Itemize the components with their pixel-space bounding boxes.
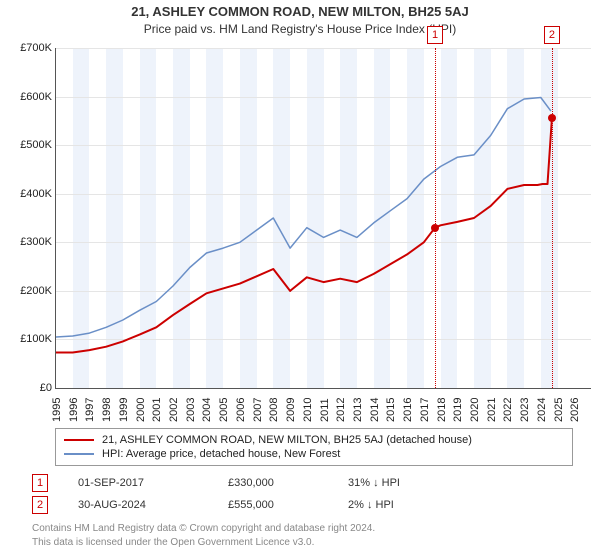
x-tick-label: 2007 [252,398,264,422]
series-price_paid [56,118,552,352]
event-price: £330,000 [228,477,348,489]
x-tick-label: 2003 [185,398,197,422]
chart-title: 21, ASHLEY COMMON ROAD, NEW MILTON, BH25… [0,4,600,19]
event-row: 1 01-SEP-2017£330,00031% ↓ HPI [32,474,582,492]
x-tick-label: 2022 [502,398,514,422]
x-tick-label: 1996 [68,398,80,422]
y-tick-label: £500K [20,139,52,151]
x-tick-label: 2023 [519,398,531,422]
footer-note: Contains HM Land Registry data © Crown c… [32,522,375,549]
event-date: 01-SEP-2017 [78,477,228,489]
y-tick-label: £400K [20,188,52,200]
y-tick-label: £300K [20,236,52,248]
legend-swatch [64,453,94,455]
x-tick-label: 2015 [385,398,397,422]
plot-area: 12 [55,48,591,389]
marker-label: 2 [544,26,560,44]
event-marker-icon: 2 [32,496,48,514]
x-tick-label: 1999 [118,398,130,422]
marker-line [435,48,436,388]
x-tick-label: 1998 [101,398,113,422]
sale-marker-dot [548,114,556,122]
x-tick-label: 2012 [335,398,347,422]
legend-label: HPI: Average price, detached house, New … [102,448,340,460]
events-table: 1 01-SEP-2017£330,00031% ↓ HPI 2 30-AUG-202… [32,470,582,518]
x-tick-label: 2010 [302,398,314,422]
x-tick-label: 2009 [285,398,297,422]
y-tick-label: £600K [20,91,52,103]
x-tick-label: 2000 [135,398,147,422]
x-tick-label: 2018 [436,398,448,422]
y-tick-label: £100K [20,333,52,345]
x-tick-label: 1997 [84,398,96,422]
sale-marker-dot [431,224,439,232]
y-tick-label: £0 [40,382,52,394]
x-tick-label: 2004 [201,398,213,422]
legend-label: 21, ASHLEY COMMON ROAD, NEW MILTON, BH25… [102,434,472,446]
x-tick-label: 2008 [268,398,280,422]
y-tick-label: £700K [20,42,52,54]
x-tick-label: 2026 [569,398,581,422]
x-tick-label: 2025 [553,398,565,422]
x-tick-label: 2021 [486,398,498,422]
marker-line [552,48,553,388]
series-svg [56,48,591,388]
event-change: 31% ↓ HPI [348,477,400,489]
x-tick-label: 2001 [151,398,163,422]
x-tick-label: 2017 [419,398,431,422]
y-tick-label: £200K [20,285,52,297]
x-tick-label: 2019 [452,398,464,422]
x-tick-label: 2006 [235,398,247,422]
event-price: £555,000 [228,499,348,511]
legend-swatch [64,439,94,441]
marker-label: 1 [427,26,443,44]
event-marker-icon: 1 [32,474,48,492]
x-tick-label: 2011 [319,398,331,422]
footer-line-1: Contains HM Land Registry data © Crown c… [32,522,375,536]
legend-box: 21, ASHLEY COMMON ROAD, NEW MILTON, BH25… [55,428,573,466]
x-tick-label: 2020 [469,398,481,422]
x-tick-label: 2002 [168,398,180,422]
x-tick-label: 2024 [536,398,548,422]
x-tick-label: 1995 [51,398,63,422]
event-row: 2 30-AUG-2024£555,0002% ↓ HPI [32,496,582,514]
chart-container: 21, ASHLEY COMMON ROAD, NEW MILTON, BH25… [0,0,600,560]
chart-subtitle: Price paid vs. HM Land Registry's House … [0,22,600,36]
legend-item: HPI: Average price, detached house, New … [64,447,564,461]
event-change: 2% ↓ HPI [348,499,394,511]
legend-item: 21, ASHLEY COMMON ROAD, NEW MILTON, BH25… [64,433,564,447]
x-tick-label: 2016 [402,398,414,422]
x-tick-label: 2013 [352,398,364,422]
footer-line-2: This data is licensed under the Open Gov… [32,536,375,550]
x-tick-label: 2014 [369,398,381,422]
x-tick-label: 2005 [218,398,230,422]
event-date: 30-AUG-2024 [78,499,228,511]
